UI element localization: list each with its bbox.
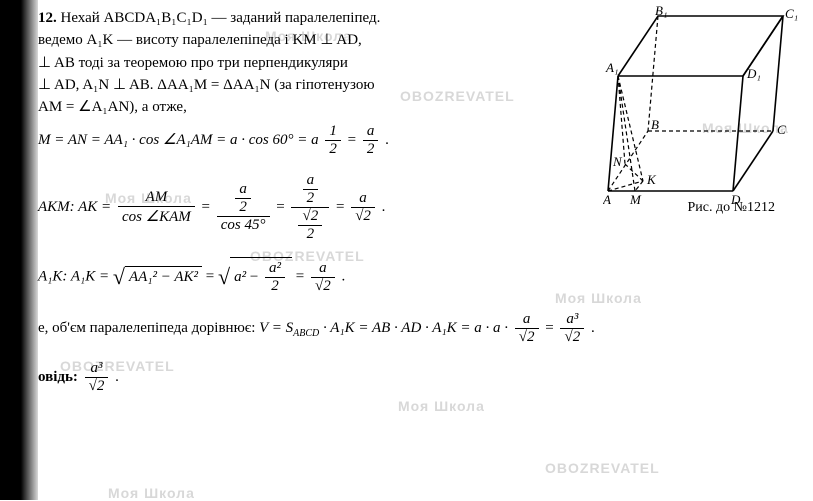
answer-frac: a³ √2 [85,360,109,395]
label-k: K [646,172,657,187]
a1k-result: a √2 [311,260,335,295]
akm-frac1: AM cos ∠KAM [118,189,195,226]
watermark-text: Моя Школа [108,485,195,501]
intro-line-1: ведемо A₁K — висоту паралелепіпеда і KM … [38,30,578,50]
edge-a1a [608,76,618,191]
label-a: A [603,192,611,207]
intro-line-3: ⊥ AD, A₁N ⊥ AB. ΔAA₁M = ΔAA₁N (за гіпоте… [38,75,578,95]
label-b: B [651,117,659,132]
label-b1: B₁ [655,6,667,18]
main-text: 12. Нехай ABCDA₁B₁C₁D₁ — заданий паралел… [38,6,578,401]
a1k-sqrt1: AA₁² − AK² [125,266,202,287]
parallelepiped-diagram: A₁ B₁ C₁ D₁ A B C D M N K [603,6,803,216]
label-c: C [777,122,786,137]
label-m: M [629,192,642,207]
kn-dashed [625,164,643,181]
label-n: N [612,154,623,169]
a1k-label: A₁K: A₁K = [38,269,113,285]
akm-frac3: a2 √22 [291,172,329,243]
eq1-prefix: M = AN = AA₁ · cos ∠A₁AM = a · cos 60° =… [38,132,319,148]
label-c1: C₁ [785,6,798,21]
edge-dc [733,131,773,191]
problem-number: 12. [38,10,57,26]
answer-label: овідь: [38,369,82,385]
answer-line: овідь: a³ √2 . [38,360,578,395]
volume-text: е, об'єм паралелепіпеда дорівнює: [38,320,259,336]
eq1-frac1: 1 2 [325,123,341,158]
edge-b1b-dashed [648,16,658,131]
edge-c1c [773,16,783,131]
volume-frac1: a √2 [515,311,539,346]
intro-line-0: Нехай ABCDA₁B₁C₁D₁ — заданий паралелепіп… [61,10,381,26]
volume-frac2: a³ √2 [560,311,584,346]
equation-1: M = AN = AA₁ · cos ∠A₁AM = a · cos 60° =… [38,123,578,158]
watermark-text: OBOZREVATEL [545,460,660,476]
equation-akm: AKM: AK = AM cos ∠KAM = a2 cos 45° = a2 … [38,172,578,243]
edge-d1d [733,76,743,191]
akm-result: a √2 [351,190,375,225]
eq1-frac2: a 2 [363,123,379,158]
equation-a1k: A₁K: A₁K = √AA₁² − AK² = √ a² − a² 2 = a… [38,257,578,297]
volume-line: е, об'єм паралелепіпеда дорівнює: V = SA… [38,311,798,346]
label-a1: A₁ [605,60,618,75]
label-d1: D₁ [746,66,761,81]
figure-caption: Рис. до №1212 [688,200,775,216]
akm-label: AKM: AK = [38,199,115,215]
a1k-inner-frac: a² 2 [265,260,285,295]
intro-line-4: AM = ∠A₁AN), а отже, [38,97,578,117]
left-blur-strip [0,0,38,500]
intro-line-2: ⊥ AB тоді за теоремою про три перпендику… [38,53,578,73]
a1m-dashed [618,76,635,191]
akm-frac2: a2 cos 45° [217,181,270,234]
